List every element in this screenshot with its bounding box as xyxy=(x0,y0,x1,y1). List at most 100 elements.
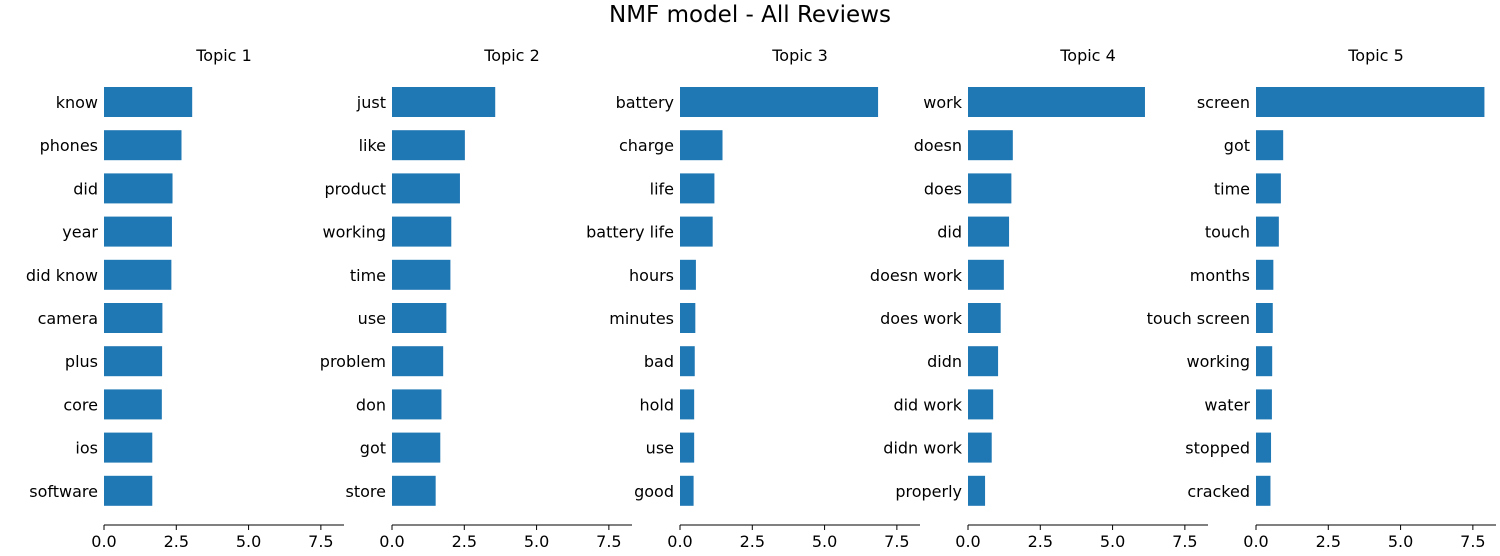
category-label: didn work xyxy=(883,439,962,458)
x-tick-label: 5.0 xyxy=(812,532,837,551)
bar xyxy=(1256,173,1281,204)
x-tick-label: 2.5 xyxy=(1028,532,1053,551)
category-label: months xyxy=(1190,266,1250,285)
bar xyxy=(680,87,879,117)
bar xyxy=(680,303,696,333)
bar xyxy=(968,216,1010,247)
category-label: touch screen xyxy=(1147,309,1250,328)
bar xyxy=(968,130,1013,161)
category-label: core xyxy=(63,395,98,414)
x-tick-label: 0.0 xyxy=(91,532,116,551)
category-label: phones xyxy=(40,136,98,155)
category-label: screen xyxy=(1197,93,1250,112)
bar xyxy=(392,87,496,117)
bar xyxy=(1256,87,1485,117)
category-label: touch xyxy=(1205,223,1250,242)
bar xyxy=(104,389,162,420)
bar xyxy=(392,216,452,247)
x-tick-label: 7.5 xyxy=(308,532,333,551)
category-label: stopped xyxy=(1185,439,1250,458)
bar xyxy=(1256,130,1284,161)
bar xyxy=(104,303,163,333)
subplot-title: Topic 4 xyxy=(1059,46,1116,65)
subplot-title: Topic 2 xyxy=(483,46,540,65)
bar xyxy=(104,432,153,463)
bar xyxy=(392,475,436,506)
bar xyxy=(1256,216,1279,247)
subplot-title: Topic 1 xyxy=(195,46,252,65)
bar xyxy=(968,87,1145,117)
category-label: don xyxy=(356,395,386,414)
category-label: minutes xyxy=(609,309,674,328)
x-tick-label: 7.5 xyxy=(1172,532,1197,551)
x-tick-label: 7.5 xyxy=(1460,532,1485,551)
category-label: time xyxy=(1214,179,1250,198)
bar xyxy=(680,475,694,506)
category-label: product xyxy=(324,179,386,198)
subplot-title: Topic 3 xyxy=(771,46,828,65)
category-label: hold xyxy=(639,395,674,414)
x-tick-label: 0.0 xyxy=(667,532,692,551)
x-tick-label: 7.5 xyxy=(884,532,909,551)
category-label: working xyxy=(1187,352,1250,371)
category-label: working xyxy=(323,223,386,242)
x-tick-label: 0.0 xyxy=(955,532,980,551)
x-tick-label: 7.5 xyxy=(596,532,621,551)
category-label: just xyxy=(356,93,386,112)
category-label: doesn work xyxy=(870,266,963,285)
category-label: bad xyxy=(644,352,674,371)
category-label: got xyxy=(1224,136,1250,155)
category-label: cracked xyxy=(1187,482,1250,501)
category-label: hours xyxy=(629,266,674,285)
category-label: time xyxy=(350,266,386,285)
category-label: did xyxy=(937,223,962,242)
bar xyxy=(1256,475,1271,506)
category-label: properly xyxy=(895,482,962,501)
bar xyxy=(968,346,999,377)
chart-title: NMF model - All Reviews xyxy=(609,2,891,28)
bar xyxy=(104,346,163,377)
category-label: know xyxy=(56,93,98,112)
category-label: year xyxy=(62,223,98,242)
bar xyxy=(104,475,153,506)
bar xyxy=(392,346,444,377)
x-tick-label: 5.0 xyxy=(524,532,549,551)
bar xyxy=(392,303,447,333)
x-tick-label: 2.5 xyxy=(164,532,189,551)
category-label: battery xyxy=(616,93,674,112)
category-label: does work xyxy=(880,309,963,328)
category-label: battery life xyxy=(586,223,674,242)
bar xyxy=(1256,259,1274,290)
bar xyxy=(392,173,460,204)
category-label: problem xyxy=(320,352,386,371)
bar xyxy=(968,389,994,420)
bar xyxy=(968,259,1004,290)
category-label: did xyxy=(73,179,98,198)
bar xyxy=(680,259,696,290)
bar xyxy=(968,475,986,506)
bar xyxy=(392,389,442,420)
bar xyxy=(968,432,992,463)
bar xyxy=(680,173,715,204)
x-tick-label: 2.5 xyxy=(452,532,477,551)
bar xyxy=(968,303,1001,333)
bar xyxy=(680,216,713,247)
x-tick-label: 2.5 xyxy=(1316,532,1341,551)
category-label: work xyxy=(923,93,962,112)
bar xyxy=(392,130,465,161)
bar xyxy=(104,259,172,290)
x-tick-label: 2.5 xyxy=(740,532,765,551)
category-label: didn xyxy=(927,352,962,371)
category-label: water xyxy=(1204,395,1250,414)
bar xyxy=(1256,303,1273,333)
x-tick-label: 0.0 xyxy=(379,532,404,551)
x-tick-label: 5.0 xyxy=(1100,532,1125,551)
category-label: camera xyxy=(38,309,98,328)
bar xyxy=(680,389,695,420)
x-tick-label: 5.0 xyxy=(1388,532,1413,551)
category-label: plus xyxy=(65,352,98,371)
category-label: did work xyxy=(893,395,962,414)
x-tick-label: 5.0 xyxy=(236,532,261,551)
bar xyxy=(104,173,173,204)
